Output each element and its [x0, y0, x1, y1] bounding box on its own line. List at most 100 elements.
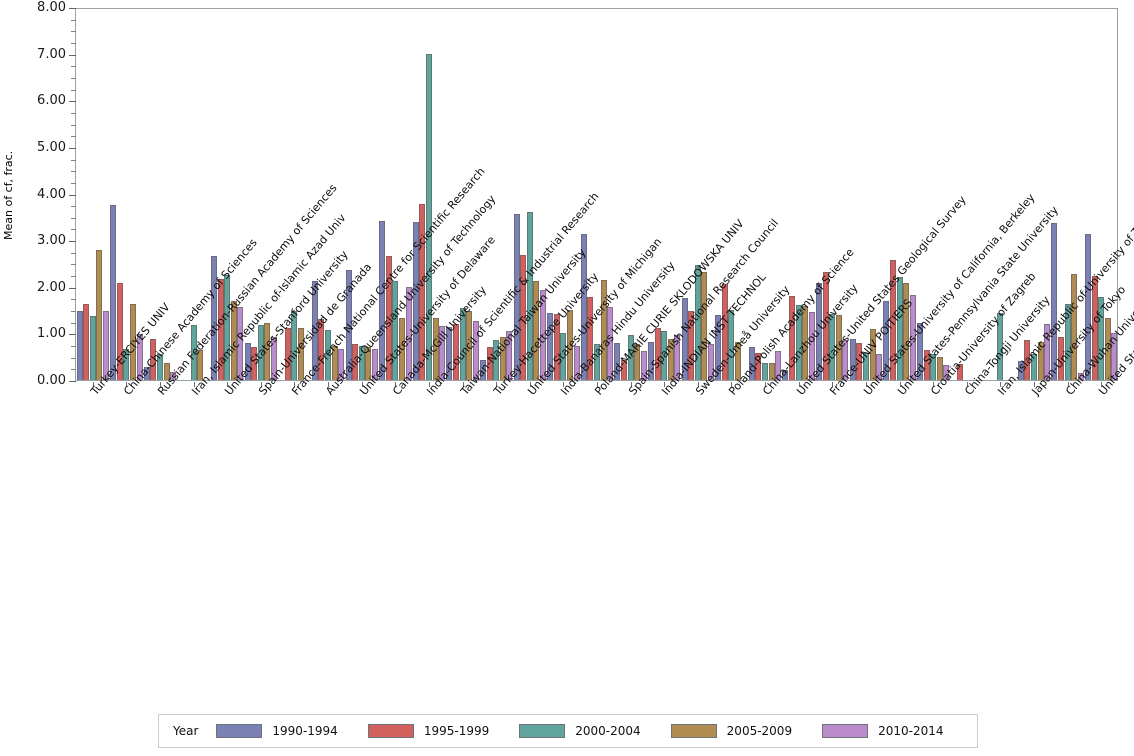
y-tick-minor [71, 311, 76, 313]
bar [298, 328, 305, 380]
x-tick [428, 382, 430, 387]
bar [116, 283, 123, 380]
bar [486, 347, 493, 380]
x-tick [731, 382, 733, 387]
bar [170, 372, 177, 380]
y-tick-minor [71, 31, 76, 33]
bar [943, 365, 950, 380]
plot-area [76, 8, 1118, 381]
y-tick-minor [71, 19, 76, 21]
y-tick-label: 5.00 [37, 139, 66, 155]
bar [573, 346, 580, 380]
bar [103, 310, 109, 380]
bar [466, 311, 473, 380]
bar [634, 343, 641, 380]
bar [439, 325, 446, 380]
x-tick [294, 382, 296, 387]
y-tick-label: 6.00 [37, 93, 66, 109]
bar [869, 328, 876, 380]
bar [271, 337, 278, 380]
bar [520, 254, 527, 380]
y-tick-minor [71, 42, 76, 44]
legend-title: Year [173, 724, 199, 738]
bar [594, 344, 600, 380]
bar [715, 314, 722, 380]
x-tick [933, 382, 935, 387]
legend-item[interactable]: 2005-2009 [670, 724, 792, 738]
x-tick [1101, 382, 1103, 387]
x-tick [227, 382, 229, 387]
bar [923, 349, 930, 380]
bar [130, 303, 137, 380]
y-tick-minor [71, 66, 76, 68]
y-tick-major [69, 241, 76, 243]
y-tick-label: 8.00 [37, 0, 66, 15]
y-tick-minor [71, 217, 76, 219]
y-tick-label: 0.00 [37, 373, 66, 388]
legend-label: 1990-1994 [272, 724, 338, 738]
legend-swatch [216, 724, 263, 738]
x-tick [765, 382, 767, 387]
bar [385, 255, 392, 380]
legend-item[interactable]: 2010-2014 [822, 724, 944, 738]
y-tick-label: 7.00 [37, 46, 66, 62]
x-tick [193, 382, 195, 387]
bar [587, 296, 594, 380]
bar [358, 346, 365, 380]
x-tick [630, 382, 632, 387]
bar [547, 312, 554, 380]
bar [1051, 223, 1058, 380]
bar [499, 336, 506, 380]
bar [862, 352, 869, 380]
bar [318, 318, 325, 380]
bar [1084, 234, 1091, 380]
y-tick-major [69, 334, 76, 336]
y-tick-minor [71, 124, 76, 126]
bar [251, 347, 258, 380]
bar [506, 331, 513, 380]
bar [829, 313, 836, 380]
y-tick-minor [71, 182, 76, 184]
bar [822, 271, 829, 380]
bar [539, 290, 546, 380]
legend: Year 1990-1994 1995-1999 2000-2004 2005-200… [158, 714, 978, 748]
bar [163, 362, 170, 380]
bar [889, 260, 896, 380]
bar [264, 323, 271, 380]
y-tick-major [69, 287, 76, 289]
bar [708, 344, 715, 380]
legend-item[interactable]: 1990-1994 [216, 724, 338, 738]
bar [936, 356, 943, 380]
bar [580, 234, 587, 380]
bar [553, 314, 560, 380]
x-tick [865, 382, 867, 387]
bar [997, 312, 1004, 380]
bar [1057, 336, 1064, 380]
x-tick [529, 382, 531, 387]
y-tick-minor [71, 171, 76, 173]
bar [916, 322, 923, 380]
x-tick [697, 382, 699, 387]
x-tick [1000, 382, 1002, 387]
legend-item[interactable]: 2000-2004 [519, 724, 641, 738]
bar [412, 222, 419, 380]
bar [654, 328, 661, 380]
x-tick [1067, 382, 1069, 387]
bar [627, 334, 634, 380]
y-tick-label: 3.00 [37, 233, 66, 249]
bar [230, 300, 237, 380]
bar [136, 333, 143, 380]
bar [694, 264, 701, 380]
bar [513, 213, 520, 380]
legend-item[interactable]: 1995-1999 [367, 724, 489, 738]
bar [459, 307, 466, 380]
y-tick-label: 2.00 [37, 279, 66, 295]
y-tick-minor [71, 357, 76, 359]
bar [1111, 332, 1118, 380]
bar [621, 360, 627, 380]
legend-label: 2010-2014 [878, 724, 944, 738]
bar [311, 281, 318, 380]
y-tick-major [69, 381, 76, 382]
bar [479, 360, 486, 380]
bar [405, 286, 412, 380]
